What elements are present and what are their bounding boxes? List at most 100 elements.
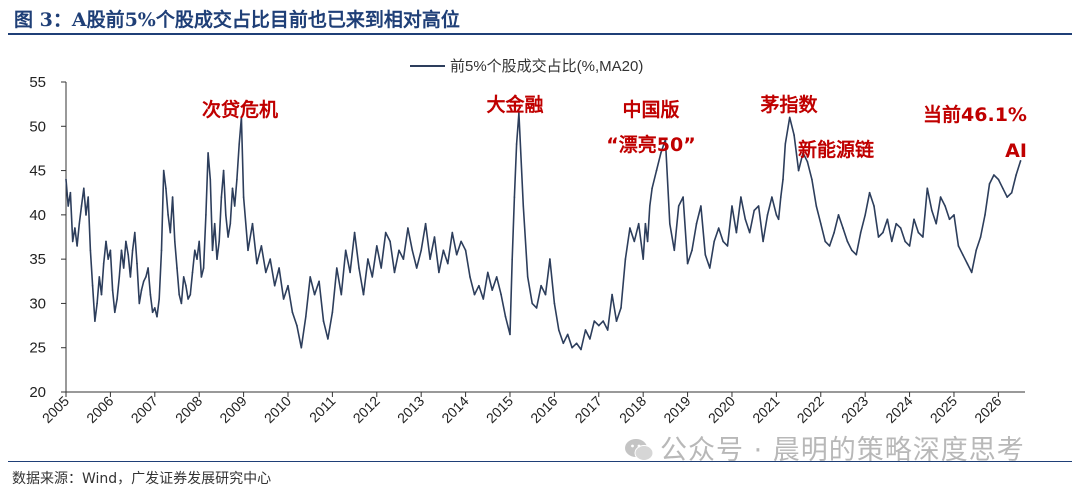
x-tick-label: 2025 bbox=[927, 393, 960, 426]
x-tick-label: 2022 bbox=[794, 393, 827, 426]
data-point bbox=[611, 293, 613, 296]
data-point bbox=[544, 293, 547, 296]
data-point bbox=[487, 271, 489, 274]
data-point bbox=[107, 258, 109, 260]
series-layer bbox=[65, 112, 1022, 351]
x-tick-label: 2019 bbox=[660, 393, 693, 426]
data-point bbox=[158, 298, 160, 300]
data-point bbox=[873, 205, 875, 207]
data-point bbox=[509, 333, 511, 336]
data-point bbox=[220, 196, 223, 198]
data-point bbox=[1015, 174, 1017, 176]
data-point bbox=[482, 298, 485, 300]
data-point bbox=[140, 289, 143, 291]
data-point bbox=[111, 289, 114, 291]
data-point bbox=[187, 298, 189, 300]
data-point bbox=[402, 258, 405, 260]
data-point bbox=[624, 258, 627, 260]
data-point bbox=[398, 249, 400, 252]
data-point bbox=[340, 293, 343, 296]
data-point bbox=[451, 231, 454, 234]
data-point bbox=[511, 258, 513, 260]
data-point bbox=[575, 342, 578, 345]
data-point bbox=[775, 214, 778, 216]
data-point bbox=[1019, 160, 1022, 162]
data-point bbox=[198, 240, 200, 243]
data-point bbox=[349, 271, 351, 274]
data-point bbox=[367, 258, 369, 260]
data-point bbox=[966, 262, 969, 265]
data-point bbox=[957, 245, 960, 247]
data-point bbox=[864, 214, 866, 216]
data-point bbox=[420, 249, 423, 252]
data-point bbox=[984, 214, 986, 216]
data-point bbox=[566, 333, 569, 336]
data-point bbox=[589, 338, 591, 340]
data-point bbox=[802, 152, 804, 154]
data-point bbox=[154, 307, 156, 309]
data-point bbox=[194, 249, 196, 252]
data-point bbox=[296, 324, 298, 327]
x-tick-label: 2013 bbox=[394, 393, 427, 426]
data-point bbox=[240, 116, 243, 119]
data-point bbox=[247, 249, 249, 252]
data-point bbox=[877, 236, 880, 238]
data-point bbox=[196, 258, 198, 260]
data-point bbox=[269, 258, 272, 260]
annotation-label: 茅指数 bbox=[760, 93, 818, 116]
data-point bbox=[473, 293, 476, 296]
y-tick-label: 30 bbox=[29, 295, 46, 312]
data-point bbox=[1002, 187, 1004, 190]
x-tick-label: 2010 bbox=[261, 393, 294, 426]
x-tick-label: 2007 bbox=[128, 393, 161, 426]
data-point bbox=[979, 236, 982, 238]
data-point bbox=[236, 178, 238, 181]
y-tick-label: 50 bbox=[29, 118, 46, 135]
data-point bbox=[189, 293, 192, 296]
data-point bbox=[105, 240, 107, 243]
data-point bbox=[455, 253, 458, 256]
data-point bbox=[109, 249, 112, 252]
data-point bbox=[265, 271, 267, 274]
data-point bbox=[200, 276, 203, 278]
data-point bbox=[828, 245, 831, 247]
data-point bbox=[571, 346, 573, 349]
data-point bbox=[102, 262, 105, 265]
data-point bbox=[709, 267, 711, 269]
data-point bbox=[411, 249, 414, 252]
data-point bbox=[415, 267, 418, 269]
data-point bbox=[820, 222, 822, 225]
data-point bbox=[142, 280, 145, 283]
data-point bbox=[260, 245, 263, 247]
data-point bbox=[147, 267, 149, 269]
data-point bbox=[291, 311, 294, 314]
data-point bbox=[660, 152, 662, 154]
data-point bbox=[593, 320, 596, 322]
data-point bbox=[98, 276, 101, 278]
data-point bbox=[815, 205, 818, 207]
data-point bbox=[478, 284, 480, 287]
data-point bbox=[988, 183, 991, 185]
x-tick-label: 2020 bbox=[705, 393, 738, 426]
data-point bbox=[777, 218, 780, 221]
data-point bbox=[762, 240, 764, 243]
data-point bbox=[122, 267, 125, 269]
data-point bbox=[637, 222, 640, 225]
data-point bbox=[305, 315, 307, 318]
data-point bbox=[664, 138, 667, 141]
data-point bbox=[202, 267, 205, 269]
data-point bbox=[91, 284, 94, 287]
data-point bbox=[211, 249, 214, 252]
data-point bbox=[646, 240, 649, 243]
data-point bbox=[913, 218, 915, 221]
annotation-label: AI bbox=[1005, 140, 1027, 162]
series-line bbox=[65, 112, 1022, 351]
data-point bbox=[167, 214, 169, 216]
x-tick-label: 2026 bbox=[971, 393, 1004, 426]
data-point bbox=[129, 276, 132, 278]
data-point bbox=[842, 227, 844, 229]
data-point bbox=[242, 196, 245, 198]
data-point bbox=[771, 196, 773, 198]
data-point bbox=[531, 302, 533, 305]
